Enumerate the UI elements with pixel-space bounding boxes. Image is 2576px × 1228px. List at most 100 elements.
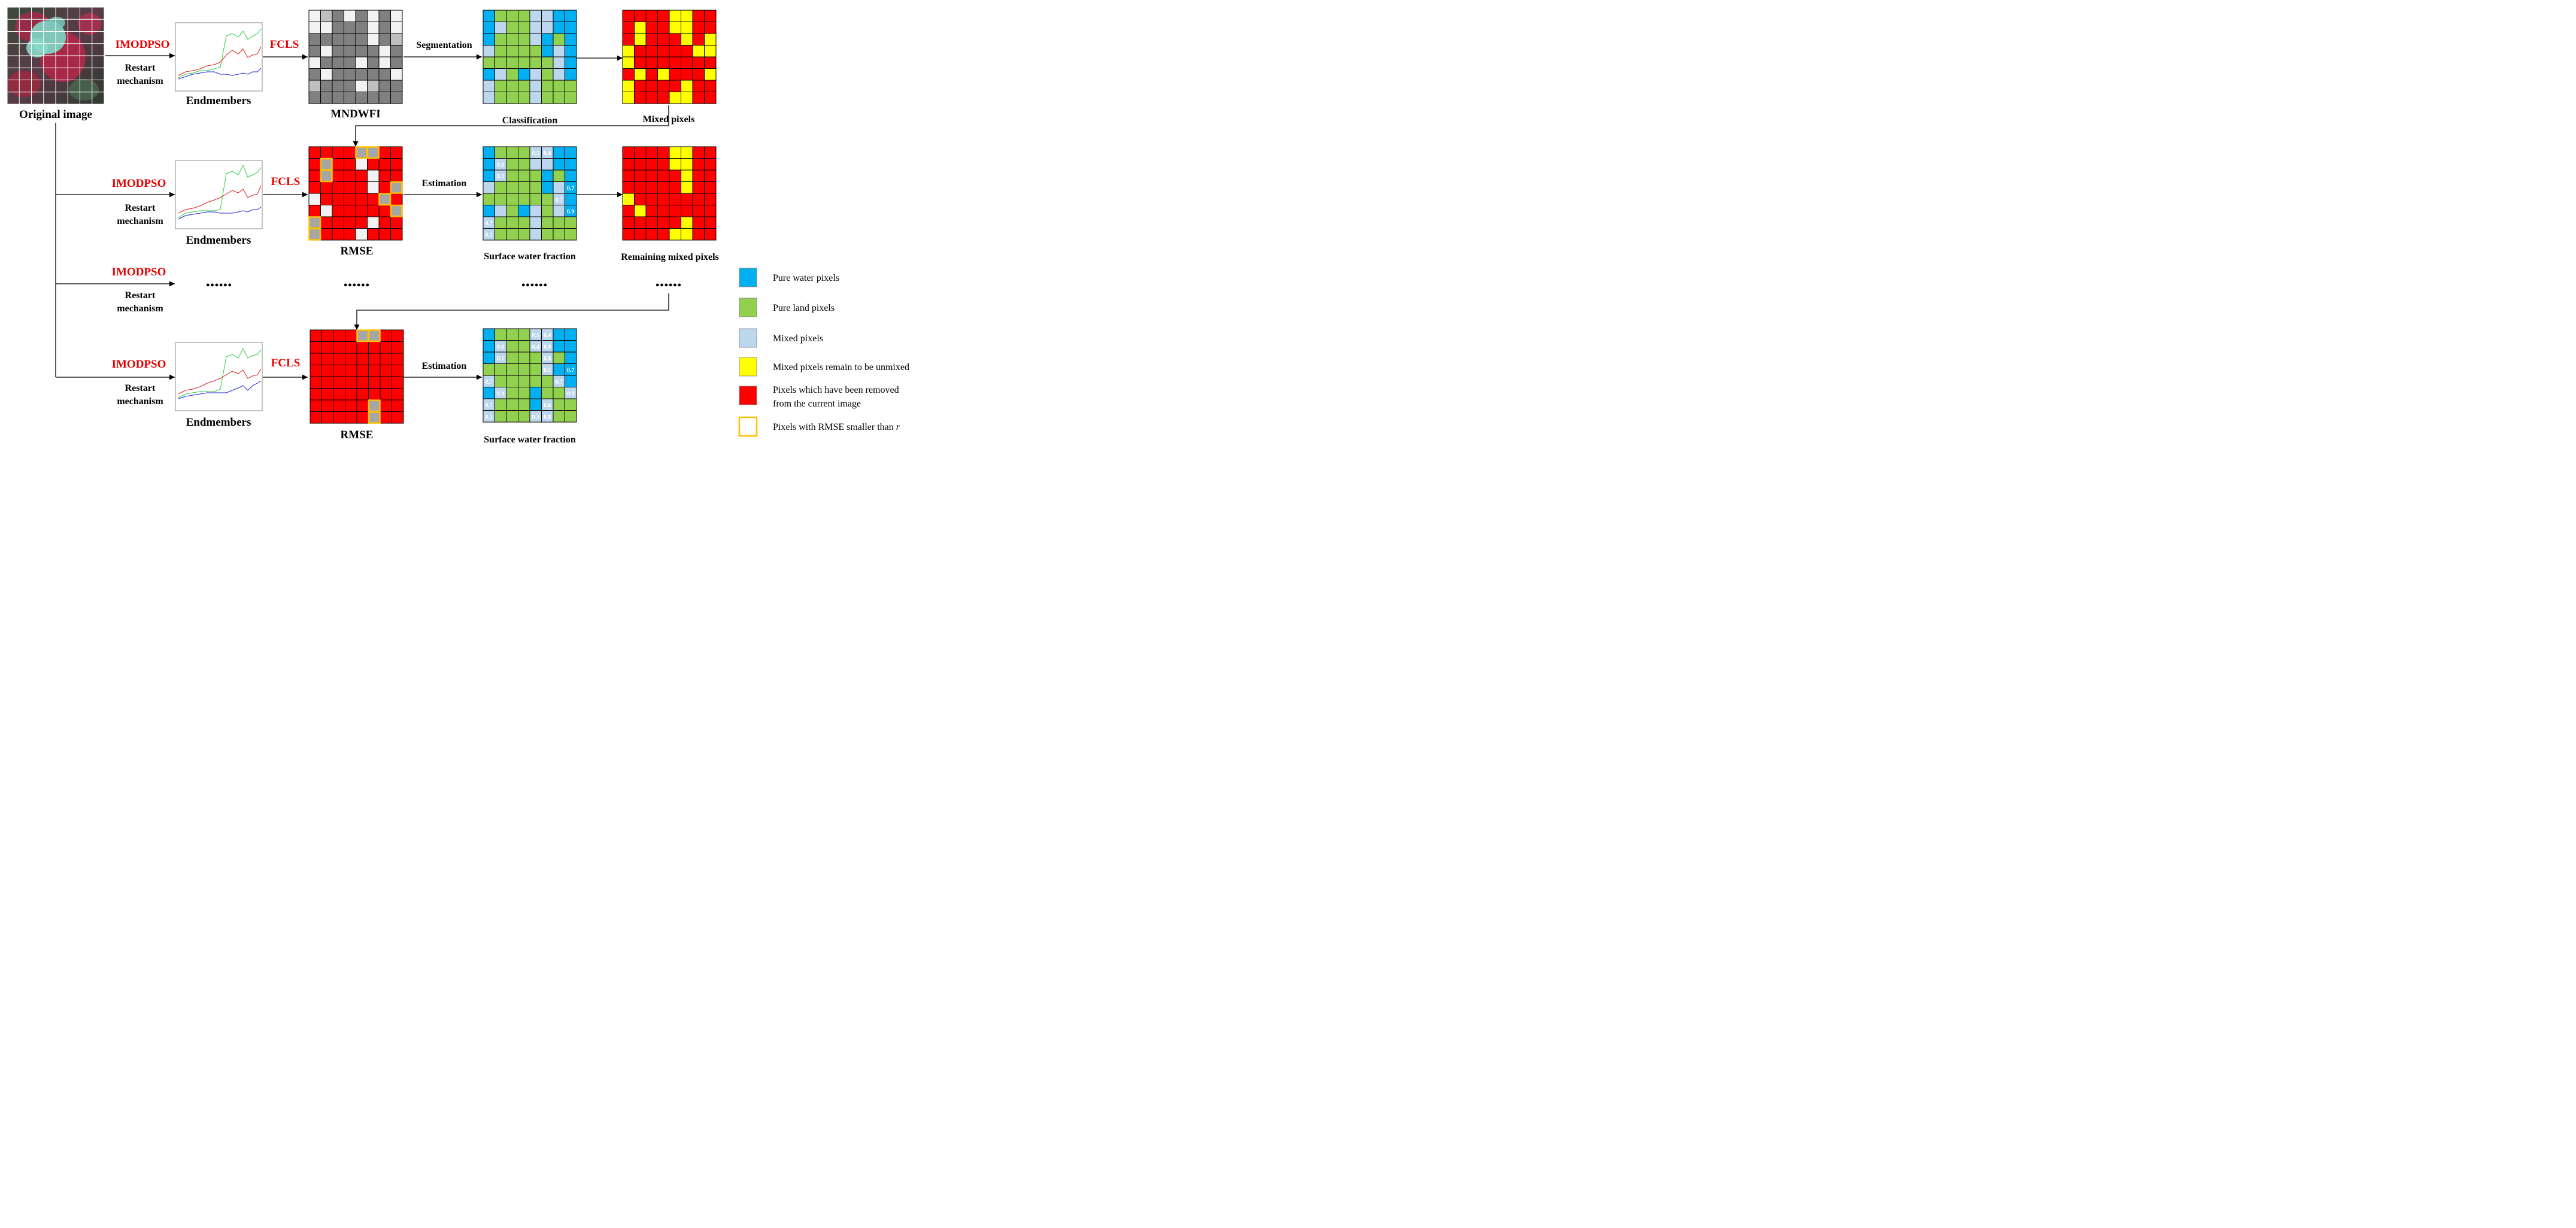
endmembers-label-4: Endmembers <box>186 416 251 429</box>
grid-cell <box>332 216 344 229</box>
grid-cell <box>669 33 681 46</box>
connector-lines <box>55 53 669 380</box>
grid-cell <box>506 398 518 411</box>
grid-cell <box>565 328 577 341</box>
grid-cell <box>390 146 403 159</box>
grid-cell <box>344 169 356 182</box>
grid-cell <box>645 169 658 182</box>
grid-cell <box>657 181 670 194</box>
grid-cell <box>332 193 344 205</box>
grid-cell <box>692 228 705 241</box>
grid-cell <box>356 365 369 377</box>
grid-cell <box>344 22 356 34</box>
grid-cell <box>332 80 344 92</box>
grid-cell <box>355 169 368 182</box>
mndwfi-grid <box>308 10 403 104</box>
grid-cell <box>634 146 647 159</box>
grid-cell <box>704 193 717 205</box>
grid-cell <box>681 216 693 229</box>
grid-cell <box>320 45 333 57</box>
rmse-highlight-cell <box>320 169 333 183</box>
grid-cell <box>657 22 670 34</box>
classification-label: Classification <box>502 116 558 126</box>
grid-cell <box>392 388 404 401</box>
grid-cell <box>355 45 368 57</box>
fraction-value: 0.8 <box>497 344 505 350</box>
grid-cell <box>506 33 518 46</box>
surface-water-fraction-grid-1: 0.5 0.4 0.8 0.1 0.7 0.7 0.9 0.7 0.1 <box>483 146 577 241</box>
grid-cell <box>553 181 565 194</box>
legend-label: Mixed pixels remain to be unmixed <box>773 362 909 372</box>
grid-cell <box>320 92 333 104</box>
grid-cell <box>483 10 495 22</box>
grid-cell <box>541 375 554 387</box>
grid-cell <box>378 22 391 34</box>
grid-cell <box>483 351 495 364</box>
grid-cell <box>378 33 391 46</box>
grid-cell <box>634 92 647 104</box>
grid-cell <box>657 80 670 92</box>
surface-water-fraction-label-2: Surface water fraction <box>484 435 576 445</box>
grid-cell <box>622 181 635 194</box>
grid-cell <box>622 216 635 229</box>
grid-cell <box>669 10 681 22</box>
grid-cell <box>657 146 670 159</box>
imodpso-label-4: IMODPSO <box>112 358 166 371</box>
fraction-value: 0.4 <box>532 344 540 350</box>
grid-cell <box>356 329 369 342</box>
fraction-value: 0.1 <box>486 232 493 238</box>
grid-cell <box>692 22 705 34</box>
grid-cell <box>553 22 565 34</box>
grid-cell <box>565 33 577 46</box>
grid-cell <box>518 181 530 194</box>
grid-cell <box>483 56 495 69</box>
fraction-value: 0.9 <box>567 208 575 215</box>
grid-cell <box>356 341 369 354</box>
grid-cell <box>657 33 670 46</box>
grid-cell <box>367 228 380 241</box>
grid-cell <box>553 68 565 81</box>
grid-cell <box>506 169 518 182</box>
grid-cell <box>321 388 334 401</box>
grid-cell <box>529 80 542 92</box>
grid-cell <box>333 411 345 424</box>
legend-label: Mixed pixels <box>773 333 823 344</box>
grid-cell <box>565 56 577 69</box>
grid-cell <box>332 33 344 46</box>
grid-cell <box>378 205 391 217</box>
grid-cell <box>634 181 647 194</box>
grid-cell <box>704 33 717 46</box>
grid-cell <box>622 10 635 22</box>
rmse-label-1: RMSE <box>341 245 374 257</box>
grid-cell <box>506 22 518 34</box>
fraction-value: 0.7 <box>486 220 493 227</box>
fraction-value: 0.6 <box>544 402 551 409</box>
grid-cell <box>380 411 392 424</box>
grid-cell <box>541 56 554 69</box>
grid-cell <box>367 92 380 104</box>
grid-cell <box>321 376 334 389</box>
grid-cell <box>553 80 565 92</box>
legend-label: Pure water pixels <box>773 273 839 283</box>
grid-cell <box>320 80 333 92</box>
grid-cell <box>657 169 670 182</box>
grid-cell <box>344 158 356 171</box>
grid-cell <box>390 22 403 34</box>
grid-cell <box>529 228 542 241</box>
grid-cell <box>518 340 530 353</box>
grid-cell <box>565 398 577 411</box>
grid-cell <box>494 216 507 229</box>
grid-cell <box>494 33 507 46</box>
grid-cell <box>367 181 380 194</box>
grid-cell <box>321 341 334 354</box>
grid-cell <box>704 205 717 217</box>
grid-cell <box>310 341 322 354</box>
rmse-grid-2 <box>310 329 404 424</box>
grid-cell <box>506 158 518 171</box>
grid-cell <box>622 45 635 57</box>
restart-label-4a: Restart <box>125 383 156 393</box>
grid-cell <box>356 376 369 389</box>
legend-label: Pixels which have been removed <box>773 385 899 395</box>
grid-cell <box>494 22 507 34</box>
grid-cell <box>645 216 658 229</box>
